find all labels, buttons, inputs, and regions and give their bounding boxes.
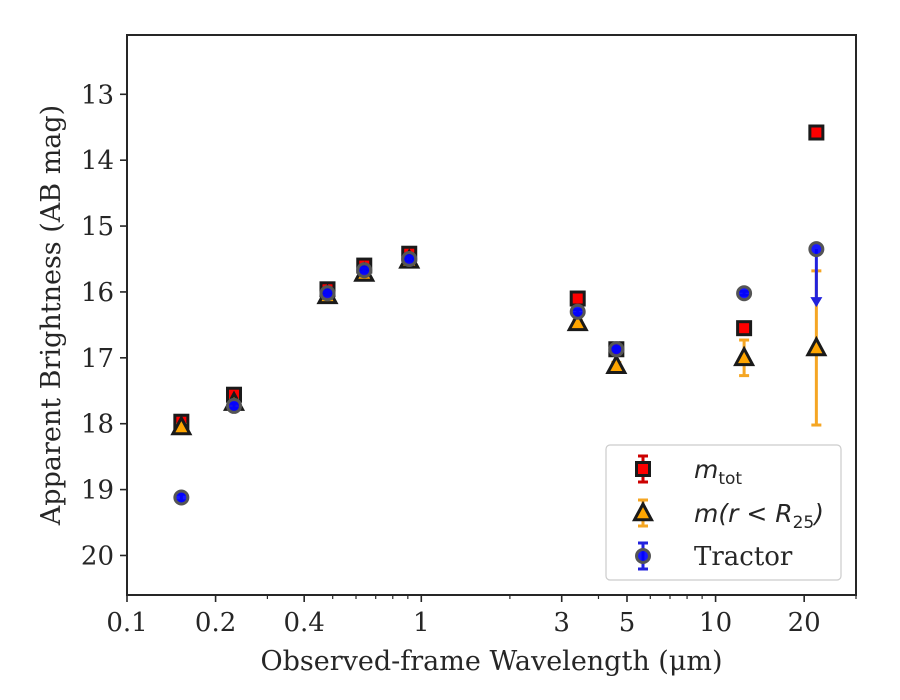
legend-label: mtot: [694, 455, 742, 489]
data-point: [566, 310, 589, 332]
data-point: [401, 251, 418, 267]
y-tick-label: 14: [81, 146, 114, 176]
y-tick-label: 17: [81, 344, 114, 374]
y-axis-label: Apparent Brightness (AB mag): [36, 105, 67, 526]
x-tick-label: 0.4: [284, 608, 325, 638]
data-point: [805, 335, 828, 357]
legend-label: m(r < R25): [694, 499, 824, 533]
legend-frame: [605, 444, 842, 581]
legend-marker: [635, 461, 651, 477]
y-tick-label: 16: [81, 278, 114, 308]
series-tractor: [173, 241, 825, 506]
series-m-tot: [173, 124, 825, 430]
data-point: [569, 303, 586, 320]
legend-label: Tractor: [694, 542, 793, 572]
data-point: [736, 285, 753, 302]
data-point: [173, 489, 190, 506]
x-tick-label: 0.1: [106, 608, 147, 638]
x-tick-label: 3: [553, 608, 570, 638]
legend: mtot m(r < R25) Tractor: [605, 444, 842, 581]
data-point: [808, 124, 825, 141]
y-tick-label: 13: [81, 80, 114, 110]
y-tick-label: 20: [81, 541, 114, 571]
y-tick-label: 15: [81, 212, 114, 242]
plot-area: [170, 124, 828, 506]
x-tick-label: 5: [619, 608, 636, 638]
data-point: [733, 345, 756, 367]
x-axis-label: Observed-frame Wavelength (μm): [260, 646, 722, 677]
data-point: [569, 290, 586, 307]
x-tick-label: 10: [699, 608, 732, 638]
y-tick-label: 18: [81, 410, 114, 440]
data-point: [226, 397, 243, 414]
upper-limit-arrow: [810, 297, 823, 308]
data-point: [736, 320, 753, 337]
plot-frame: [126, 34, 857, 596]
x-tick-label: 0.2: [195, 608, 236, 638]
data-point: [605, 353, 628, 374]
data-point: [319, 285, 336, 302]
legend-marker: [635, 548, 651, 564]
data-point: [608, 341, 625, 358]
legend-marker: [631, 500, 655, 522]
series-m-r-lt-r25: [170, 248, 828, 436]
x-tick-label: 1: [413, 608, 430, 638]
data-point: [356, 262, 373, 279]
x-tick-label: 20: [788, 608, 821, 638]
data-point: [170, 414, 193, 436]
data-point: [808, 241, 825, 258]
y-tick-label: 19: [81, 476, 114, 506]
